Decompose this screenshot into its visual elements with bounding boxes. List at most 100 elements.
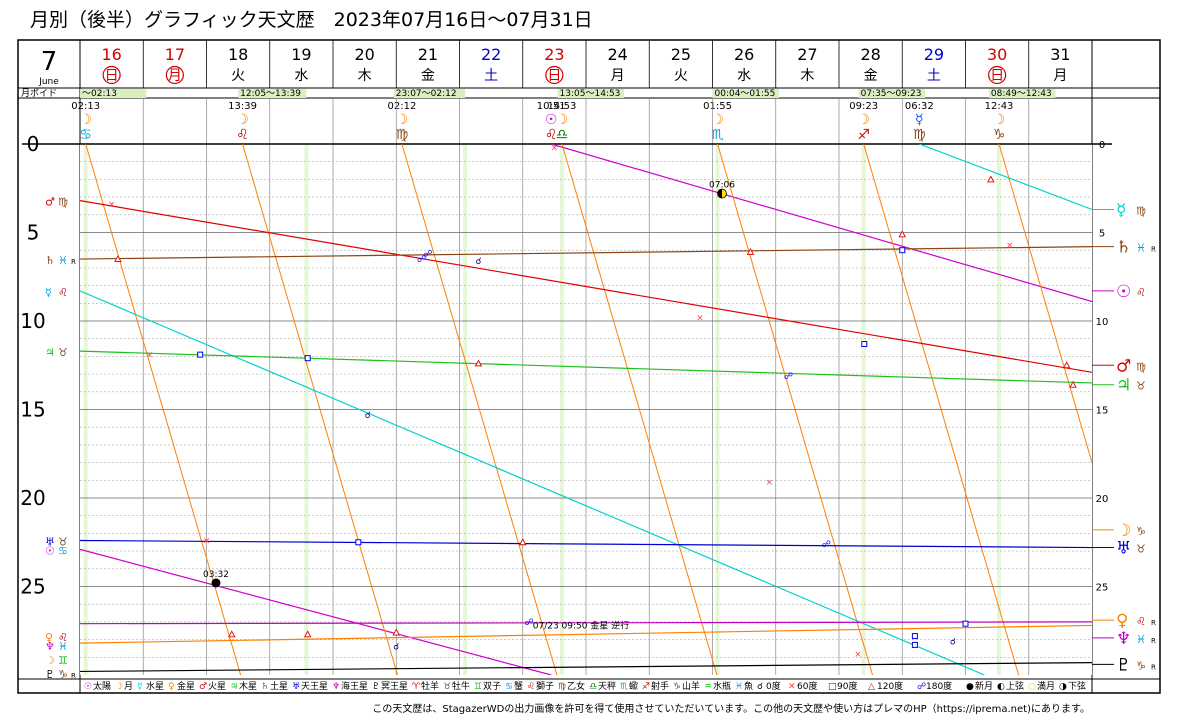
left-sign-glyph: ♌ [58,631,68,644]
legend-symbol: ♇ [372,682,380,692]
legend-symbol: ◑ [1059,682,1067,692]
void-time: 00:04〜01:55 [715,89,776,99]
y-tick-left: 10 [20,309,45,333]
day-number: 25 [671,45,691,64]
right-planet-glyph: ☿ [1116,200,1126,220]
void-label: 月ボイド [21,88,57,99]
legend-label: 獅子 [536,680,554,692]
weekday: 土 [484,68,498,84]
weekday: 土 [927,68,941,84]
ingress-sign: ♏ [711,127,724,143]
aspect-sextile: × [766,478,774,488]
sun-line [80,548,552,675]
aspect-trine [518,538,527,546]
legend-label: 土星 [270,680,288,692]
legend-label: 山羊 [682,680,700,692]
weekday: 水 [294,68,308,84]
right-sign-glyph: ♍ [1136,360,1146,373]
aspect-opposition: ☍ [417,255,426,265]
ingress-planet: ☽ [993,112,1006,128]
holiday-circle [988,65,1007,85]
moon-line [717,144,874,675]
aspect-sextile: × [1006,241,1014,251]
legend-label: 天秤 [598,681,616,692]
mercury-line [919,144,1092,211]
legend-label: 牡羊 [421,680,439,692]
legend-label: 120度 [877,680,903,692]
ingress-sign: ♌ [545,127,558,143]
void-time: 13:05〜14:53 [560,89,621,99]
new-moon-marker [211,578,221,588]
legend-symbol: ♏ [620,682,628,692]
day-number: 16 [101,45,121,64]
legend-symbol: ♍ [558,682,566,692]
legend-symbol: ♆ [332,682,340,692]
planet-line [80,200,1092,373]
holiday-circle [102,65,121,85]
ingress-planet: ☿ [915,112,924,128]
aspect-trine [1069,380,1077,388]
legend-label: 月 [124,681,133,692]
weekday: 月 [611,68,625,84]
moon-line [401,144,558,675]
holiday-circle [545,65,564,85]
right-sign-glyph: ♑ [1136,659,1146,672]
left-planet-glyph: ♃ [45,346,55,359]
legend-label: 60度 [797,680,817,692]
ingress-time: 13:39 [228,101,257,112]
right-planet-glyph: ♄ [1116,238,1131,258]
void-band [80,89,147,98]
aspect-trine [746,248,755,255]
left-planet-glyph: ♄ [45,254,55,267]
y-tick-left: 25 [20,575,45,599]
aspect-conjunction: ☌ [475,257,481,267]
aspect-trine [303,630,312,638]
aspect-square [962,620,969,627]
holiday-circle [165,65,184,85]
ingress-sign: ♍ [913,127,926,143]
left-retro-mark: R [71,258,76,266]
ingress-planet: ☽ [556,112,569,128]
legend-label: 金星 [177,680,195,692]
day-number: 29 [924,45,944,64]
legend-symbol: ◐ [997,682,1005,692]
legend-label: 魚 [744,680,753,692]
planet-line [80,662,1092,673]
left-planet-glyph: ☉ [45,544,55,557]
aspect-trine [474,359,483,367]
month-name: June [38,77,59,87]
left-sign-glyph: ♍ [58,196,68,209]
legend-label: 蠍 [629,680,638,692]
legend-symbol: ☌ [757,682,763,692]
weekday: 金 [864,68,878,84]
aspect-square [899,247,906,254]
aspect-square [197,351,204,358]
ingress-time: 14:53 [548,101,577,112]
aspect-sextile: × [551,144,559,154]
right-retro-mark: R [1151,637,1156,645]
y-tick-right: 20 [1096,494,1109,505]
ingress-time: 01:55 [703,101,732,112]
legend-label: 新月 [975,680,993,692]
left-planet-glyph: ♂ [45,196,55,209]
y-tick-right: 5 [1099,229,1105,240]
right-retro-mark: R [1151,246,1156,254]
legend-symbol: ☽ [115,682,123,692]
left-planet-glyph: ♅ [45,535,55,548]
left-sign-glyph: ♉ [58,535,68,548]
legend-label: 水星 [146,680,164,692]
void-band [238,89,307,98]
aspect-trine [114,255,122,262]
legend-symbol: ● [966,682,974,692]
ingress-planet: ☉ [545,112,558,128]
left-sign-glyph: ♊ [58,654,68,667]
y-tick-left: 15 [20,398,45,422]
aspect-sextile: × [696,313,704,323]
day-number: 30 [987,45,1007,64]
legend-symbol: □ [828,682,837,692]
legend-symbol: ♑ [673,682,681,692]
right-sign-glyph: ♑ [1136,525,1146,538]
moon-line [998,144,1092,465]
aspect-square [304,355,311,362]
aspect-sextile: × [854,650,862,660]
